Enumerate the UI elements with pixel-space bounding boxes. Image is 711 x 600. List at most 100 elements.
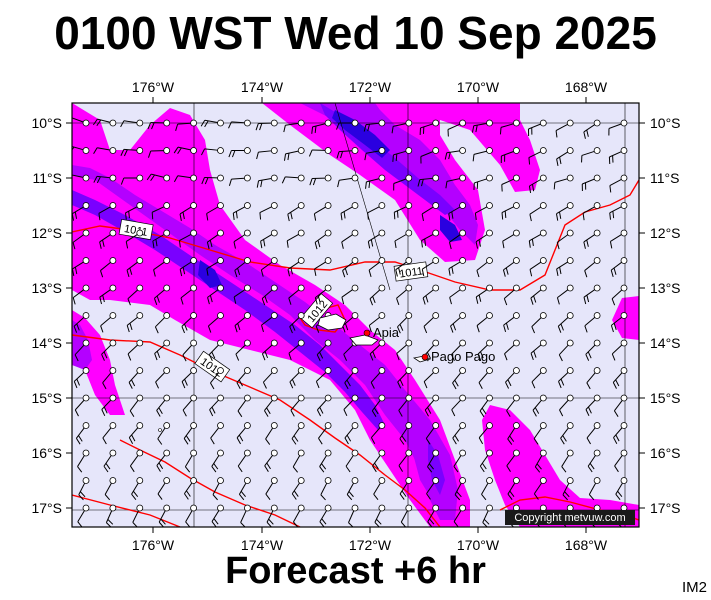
lat-tick-label: 14°S (31, 335, 62, 351)
wind-barb (93, 147, 117, 154)
wind-barb (369, 284, 386, 306)
wind-barb (393, 202, 413, 220)
wind-barb (615, 477, 628, 501)
wind-barb (182, 394, 198, 417)
wind-barb (311, 119, 332, 134)
wind-barb (73, 367, 90, 389)
wind-barb (507, 477, 520, 500)
lon-tick-label: 172°W (349, 79, 392, 95)
wind-barb (530, 339, 547, 361)
wind-barb (559, 394, 574, 417)
wind-barb (473, 174, 493, 190)
wind-barb (101, 339, 117, 361)
wind-barb (182, 339, 198, 362)
wind-barb (611, 284, 628, 306)
lon-tick-label: 176°W (132, 537, 175, 553)
wind-barb (533, 477, 547, 500)
wind-barb (175, 119, 198, 131)
wind-barb (344, 422, 359, 445)
wind-barb (153, 257, 171, 277)
wind-barb (561, 449, 574, 473)
wind-barb (131, 477, 144, 501)
wind-barb (610, 257, 628, 277)
wind-barb (129, 449, 144, 473)
wind-barb (399, 477, 413, 500)
wind-barb (260, 257, 278, 277)
lon-tick-label: 174°W (241, 79, 284, 95)
wind-barb (502, 257, 520, 277)
wind-barb (127, 284, 144, 306)
wind-barb (424, 394, 440, 417)
wind-barb (210, 422, 224, 445)
wind-barb (555, 202, 574, 221)
wind-barb (336, 119, 359, 130)
wind-barb (101, 394, 117, 417)
wind-barb (237, 449, 251, 473)
wind-barb (478, 422, 493, 445)
wind-barb (452, 422, 467, 445)
lat-tick-label: 16°S (650, 445, 681, 461)
wind-barb (421, 257, 440, 277)
wind-barb (368, 257, 386, 277)
lon-tick-label: 168°W (565, 537, 608, 553)
wind-barb (72, 145, 90, 154)
wind-barb (530, 284, 547, 305)
wind-barb (228, 174, 251, 186)
wind-barb (72, 117, 90, 127)
lat-tick-label: 15°S (31, 390, 62, 406)
wind-barb (450, 312, 467, 333)
lat-tick-label: 11°S (650, 170, 679, 186)
wind-barb (156, 449, 171, 472)
wind-barb (184, 449, 198, 473)
wind-barb (475, 229, 493, 249)
wind-barb (556, 229, 574, 250)
wind-barb (341, 229, 359, 249)
lon-tick-label: 174°W (241, 537, 284, 553)
wind-barb (154, 312, 171, 334)
wind-barb (395, 257, 413, 277)
wind-barb (283, 147, 305, 161)
lon-tick-label: 168°W (565, 79, 608, 95)
wind-barb (364, 147, 386, 161)
wind-barb (207, 312, 224, 333)
wind-barb (532, 394, 547, 417)
wind-barb (392, 147, 413, 162)
wind-barb (120, 119, 144, 128)
wind-barb (98, 202, 117, 221)
wind-barb (504, 339, 520, 361)
wind-barb (502, 229, 520, 249)
wind-barb (233, 284, 251, 304)
wind-barb (316, 394, 332, 417)
wind-barb (99, 284, 117, 305)
wind-barb (613, 394, 628, 417)
wind-barb (236, 367, 251, 389)
wind-barb (234, 257, 251, 278)
wind-barb (609, 229, 628, 249)
wind-barb (556, 147, 574, 166)
wind-barb (427, 449, 440, 473)
lat-tick-label: 13°S (650, 280, 681, 296)
wind-barb (427, 504, 440, 527)
wind-barb (608, 147, 628, 165)
wind-barb (528, 229, 547, 248)
wind-barb (287, 257, 305, 277)
wind-barb (400, 504, 413, 527)
wind-barb (154, 339, 171, 361)
wind-barb (417, 174, 440, 187)
wind-barb (99, 257, 117, 278)
wind-barb (211, 449, 224, 473)
wind-barb (92, 118, 117, 127)
wind-barb (556, 257, 574, 276)
wind-barb (184, 477, 198, 500)
wind-barb (308, 147, 332, 157)
wind-barb (584, 312, 601, 333)
wind-barb (451, 394, 467, 417)
wind-barb (319, 504, 332, 527)
wind-barb (152, 229, 171, 248)
lon-tick-label: 172°W (349, 537, 392, 553)
wind-barb (472, 147, 493, 162)
wind-barb (340, 202, 359, 221)
wind-barb (479, 449, 493, 473)
image-tag: IM2 (681, 579, 707, 596)
wind-barb (423, 312, 440, 334)
